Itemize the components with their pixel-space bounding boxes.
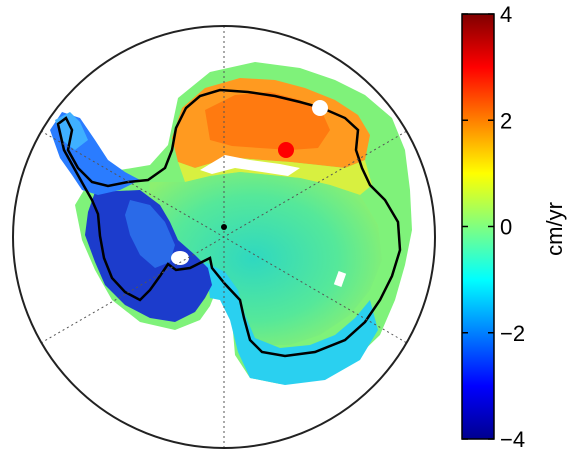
colorbar-ticks: 4 2 0 −2 −4 <box>462 2 525 452</box>
colorbar-tick-label: −4 <box>500 427 525 452</box>
colorbar: 4 2 0 −2 −4 cm/yr <box>461 2 567 452</box>
ross-sector <box>205 262 378 385</box>
polar-map <box>40 26 412 448</box>
map-frame <box>12 25 436 449</box>
white-site-marker <box>312 100 328 116</box>
red-site-marker <box>278 142 294 158</box>
colorbar-tick-label: 2 <box>500 108 512 133</box>
colorbar-tick-label: −2 <box>500 321 525 346</box>
data-gap-east <box>333 271 347 287</box>
coastline <box>56 88 402 358</box>
colorbar-unit-label: cm/yr <box>542 202 567 256</box>
east-antarctica-interior <box>148 172 382 345</box>
colorbar-tick-label: 4 <box>500 2 512 27</box>
data-gap-west <box>171 251 189 265</box>
west-antarctica-mid <box>125 200 175 268</box>
data-gap-boundary <box>200 155 300 176</box>
graticule <box>40 26 408 448</box>
colorbar-tick-label: 0 <box>500 215 512 240</box>
dronning-maud-core <box>205 92 330 150</box>
south-pole-marker <box>221 224 227 230</box>
meridian-line <box>40 130 408 344</box>
